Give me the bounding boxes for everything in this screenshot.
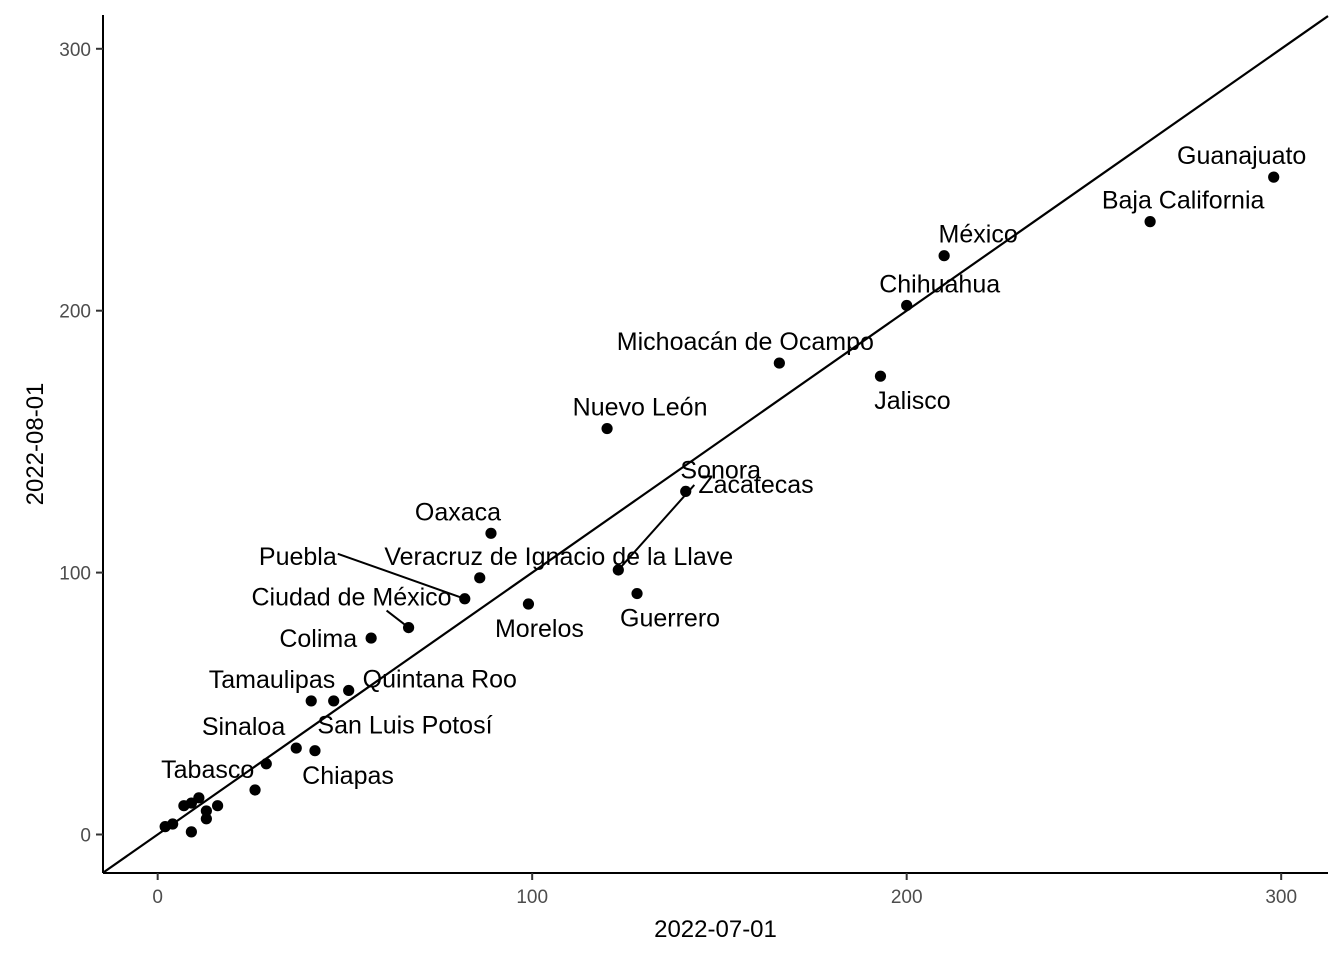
point-label: Oaxaca bbox=[415, 498, 501, 526]
point-label: Tamaulipas bbox=[209, 666, 335, 694]
x-tick-label: 200 bbox=[891, 887, 923, 908]
y-tick-label: 300 bbox=[59, 40, 91, 61]
scatter-point bbox=[200, 805, 212, 817]
scatter-point bbox=[211, 800, 224, 812]
point-label: Colima bbox=[279, 625, 357, 653]
point-label: Tabasco bbox=[161, 756, 254, 784]
axes bbox=[102, 15, 1328, 874]
point-label: México bbox=[939, 221, 1018, 249]
point-label: Sonora bbox=[680, 456, 761, 484]
point-label: Zacatecas bbox=[698, 471, 813, 499]
point-label: Morelos bbox=[495, 615, 584, 643]
point-labels: Guanajuato Baja California México Chihuahua… bbox=[161, 142, 1306, 790]
point-label: Veracruz de Ignacio de la Llave bbox=[384, 543, 733, 571]
point-label: Puebla bbox=[259, 543, 337, 571]
scatter-point bbox=[612, 564, 624, 576]
x-tick-label: 300 bbox=[1265, 887, 1297, 908]
scatter-point bbox=[402, 621, 415, 634]
tick-marks bbox=[96, 47, 1283, 880]
point-label: Jalisco bbox=[874, 387, 950, 415]
point-label: Quintana Roo bbox=[363, 665, 517, 693]
scatter-point bbox=[249, 784, 261, 796]
scatter-point bbox=[328, 695, 340, 707]
tick-labels: 0 100 200 300 0 100 200 300 bbox=[59, 40, 1297, 908]
data-points bbox=[159, 171, 1280, 838]
point-label: Guerrero bbox=[620, 605, 720, 633]
x-axis-title: 2022-07-01 bbox=[654, 916, 777, 943]
plot-area bbox=[102, 15, 1329, 874]
y-tick-label: 100 bbox=[59, 564, 91, 585]
scatter-point bbox=[290, 742, 302, 754]
y-axis-title: 2022-08-01 bbox=[22, 383, 49, 506]
scatter-point bbox=[773, 357, 785, 369]
scatter-point bbox=[260, 758, 272, 770]
point-label: Ciudad de México bbox=[251, 584, 451, 612]
scatter-point bbox=[680, 485, 692, 498]
scatter-point bbox=[178, 800, 190, 812]
y-tick-label: 0 bbox=[80, 826, 91, 847]
scatter-point bbox=[901, 299, 913, 312]
scatter-point bbox=[343, 684, 355, 697]
point-label: Chiapas bbox=[302, 762, 394, 790]
scatter-point bbox=[159, 821, 171, 833]
point-label: Chihuahua bbox=[879, 270, 1000, 298]
scatter-point bbox=[185, 826, 197, 838]
scatter-point bbox=[200, 813, 212, 825]
scatter-point bbox=[474, 572, 486, 584]
point-label: Nuevo León bbox=[573, 394, 708, 422]
scatter-point bbox=[874, 370, 887, 382]
point-label: Baja California bbox=[1102, 187, 1265, 215]
label-connector bbox=[617, 484, 696, 571]
scatter-point bbox=[1268, 171, 1280, 183]
scatter-point bbox=[485, 527, 497, 539]
scatter-point bbox=[309, 745, 321, 757]
label-connector bbox=[337, 552, 466, 600]
scatter-point bbox=[365, 632, 377, 644]
identity-line bbox=[102, 15, 1329, 874]
y-tick-label: 200 bbox=[59, 302, 91, 323]
scatter-point bbox=[459, 593, 471, 605]
x-tick-label: 100 bbox=[516, 887, 548, 908]
scatter-point bbox=[631, 587, 643, 600]
scatter-point bbox=[305, 695, 317, 707]
point-label: Michoacán de Ocampo bbox=[617, 328, 874, 356]
point-label: San Luis Potosí bbox=[317, 712, 492, 740]
point-label: Sinaloa bbox=[202, 713, 285, 741]
point-label: Guanajuato bbox=[1177, 142, 1306, 170]
scatter-point bbox=[601, 422, 613, 435]
scatter-point bbox=[1144, 216, 1156, 228]
scatter-point bbox=[522, 598, 535, 610]
scatter-point bbox=[938, 250, 950, 262]
x-tick-label: 0 bbox=[152, 887, 163, 908]
